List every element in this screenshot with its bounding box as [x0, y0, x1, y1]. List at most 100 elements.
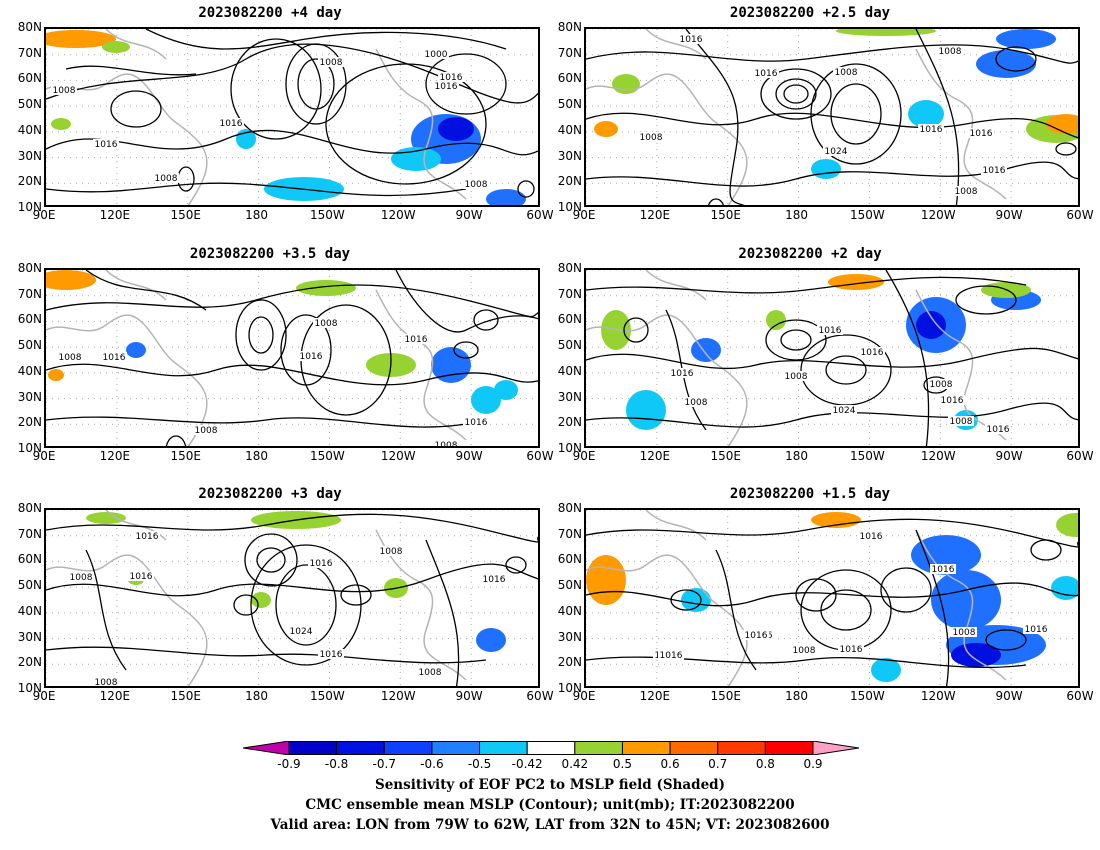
contour-label: 1016 [483, 575, 506, 585]
contour-label: 1024 [290, 627, 313, 637]
contour-label: 1016 [136, 532, 159, 542]
lat-label: 60N [17, 71, 42, 86]
mslp-contour [65, 65, 197, 76]
contour-label: 1008 [315, 319, 338, 329]
map-plot-area: 1016 1016 1016 1008 1024 1008 1016 1016 1008 1008 [44, 508, 540, 688]
mslp-contour [586, 44, 1078, 64]
colorbar-tick-label: 0.42 [561, 757, 589, 771]
coastline [645, 29, 707, 60]
lat-label: 80N [17, 20, 42, 34]
contour-label: 1016 [987, 425, 1010, 435]
mslp-contour [244, 533, 298, 587]
mslp-contour [707, 198, 725, 205]
contour-label: 1008 [950, 417, 973, 427]
contour-label-bg [638, 132, 664, 142]
sensitivity-shading [811, 159, 841, 179]
contour-label: 1016 [435, 82, 458, 92]
caption-line-3: Valid area: LON from 79W to 62W, LAT fro… [270, 817, 830, 833]
contour-label: 1016 [680, 35, 703, 45]
sensitivity-shading [586, 555, 626, 605]
contour-label-bg [951, 627, 977, 637]
lon-label: 90W [455, 449, 483, 463]
coastline [105, 29, 167, 60]
colorbar-tick-label: 0.8 [755, 757, 775, 771]
lon-label: 60W [1066, 208, 1094, 222]
lon-label: 120E [99, 689, 131, 703]
lon-label: 90E [32, 689, 56, 703]
sensitivity-shading [471, 386, 501, 414]
mslp-contour [110, 90, 162, 128]
lon-label: 90E [572, 449, 596, 463]
mslp-contour [800, 334, 892, 406]
panel-title: 2023082200 +4 day [198, 5, 342, 21]
lat-label: 30N [557, 389, 582, 404]
sensitivity-shading [86, 512, 126, 524]
coastline [645, 270, 707, 301]
contour-label: 1016 [920, 125, 943, 135]
contour-label-bg [817, 325, 843, 335]
mslp-contour [586, 402, 1078, 428]
contour-label: 1016 [1025, 625, 1048, 635]
contour-label-bg [743, 630, 769, 640]
lat-label: 60N [17, 552, 42, 567]
contour-label: 1008 [640, 133, 663, 143]
colorbar-tick-label: 0.5 [612, 757, 632, 771]
mslp-contour [795, 578, 837, 612]
lon-label: 90W [455, 689, 483, 703]
contour-label: 1016 [405, 335, 428, 345]
mslp-contour [425, 53, 507, 115]
mslp-contour [453, 341, 479, 359]
contour-label-bg [481, 574, 507, 584]
mslp-contour [880, 567, 932, 613]
contour-label-bg [859, 347, 885, 357]
mslp-contour [395, 270, 538, 333]
lon-label: 150W [310, 689, 345, 703]
lon-label: 120W [380, 208, 416, 222]
lat-label: 10N [557, 681, 582, 695]
lat-label: 10N [557, 441, 582, 455]
lon-label: 180 [785, 208, 809, 222]
sensitivity-shading [1051, 576, 1078, 600]
sensitivity-shading [626, 390, 666, 430]
lat-label: 60N [557, 552, 582, 567]
lon-label: 150E [710, 449, 741, 463]
contour-label-bg [153, 173, 179, 183]
contour-label-bg [93, 139, 119, 149]
contour-label: 1016 [840, 645, 863, 655]
contour-label-bg [928, 379, 954, 389]
lat-label: 70N [17, 286, 42, 301]
contour-label: 1016 [671, 369, 694, 379]
colorbar [243, 741, 859, 755]
lat-label: 20N [557, 174, 582, 189]
lat-label: 10N [17, 200, 42, 214]
contour-label-bg [678, 34, 704, 44]
colorbar-tick-label: -0.5 [467, 757, 492, 771]
mslp-contour [340, 584, 372, 606]
contour-label: 1016 [932, 565, 955, 575]
colorbar-cell [812, 741, 859, 755]
contour-label-bg [318, 57, 344, 67]
mslp-contour [46, 563, 538, 597]
mslp-contour [177, 166, 195, 192]
sensitivity-shading [51, 118, 71, 130]
contour-label: 1008 [380, 547, 403, 557]
mslp-contour [473, 309, 499, 331]
colorbar-cell [717, 741, 766, 755]
sensitivity-shading [681, 588, 711, 612]
mslp-contour [165, 435, 187, 446]
lat-label: 40N [17, 603, 42, 618]
mslp-contour [85, 549, 127, 671]
lat-label: 70N [17, 45, 42, 60]
caption-line-1: Sensitivity of EOF PC2 to MSLP field (Sh… [374, 777, 726, 793]
mslp-contour [586, 582, 1078, 607]
colorbar-tick-label: -0.7 [372, 757, 396, 771]
contour-label-bg [937, 46, 963, 56]
lon-label: 120E [99, 208, 131, 222]
lon-label: 60W [526, 208, 554, 222]
contour-label-bg [218, 118, 244, 128]
lat-label: 10N [17, 441, 42, 455]
mslp-contour [46, 416, 487, 428]
lat-label: 60N [17, 312, 42, 327]
lat-label: 50N [557, 97, 582, 112]
sensitivity-shading [766, 310, 786, 330]
